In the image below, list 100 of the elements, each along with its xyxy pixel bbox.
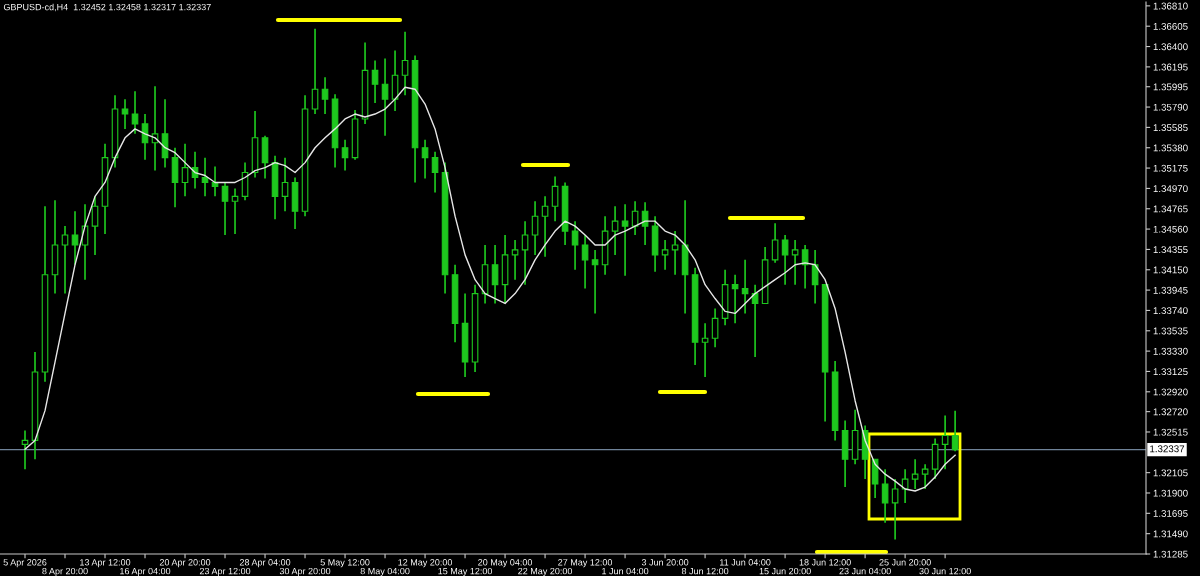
candlestick (621, 203, 629, 277)
x-tick-label: 27 May 12:00 (558, 559, 613, 568)
y-tick-label: 1.36195 (1153, 63, 1188, 71)
y-tick-label: 1.32105 (1153, 469, 1188, 477)
candlestick (921, 463, 929, 490)
candlestick (221, 181, 229, 236)
chart-title: GBPUSD-cd,H4 1.32452 1.32458 1.32317 1.32337 (3, 3, 211, 12)
y-tick-label: 1.31490 (1153, 530, 1188, 538)
y-tick-label: 1.31900 (1153, 489, 1188, 497)
y-tick-label: 1.34765 (1153, 205, 1188, 213)
candlestick (341, 138, 349, 172)
x-tick-label: 30 Jun 12:00 (919, 567, 971, 575)
candlestick (381, 57, 389, 137)
candlestick (731, 273, 739, 325)
candlestick (611, 205, 619, 256)
candlestick (781, 234, 789, 286)
x-tick-label: 3 Jun 20:00 (641, 559, 689, 566)
candlestick (581, 234, 589, 290)
x-tick-label: 28 Apr 04:00 (239, 559, 291, 568)
candlestick (711, 307, 719, 348)
candlestick (491, 244, 499, 305)
y-tick-label: 1.35175 (1153, 164, 1188, 172)
candlestick (591, 249, 599, 315)
candlestick (371, 59, 379, 104)
candlestick (231, 187, 239, 235)
x-tick-label: 20 May 04:00 (478, 559, 533, 568)
candlestick (421, 138, 429, 180)
candlestick (181, 142, 189, 198)
y-tick-label: 1.34355 (1153, 246, 1188, 254)
candlestick (311, 27, 319, 115)
y-tick-label: 1.36810 (1153, 2, 1188, 10)
candlestick (71, 210, 79, 266)
candlestick (791, 239, 799, 286)
y-tick-label: 1.35380 (1153, 144, 1188, 152)
x-tick-label: 15 Jun 20:00 (759, 567, 811, 575)
y-tick-label: 1.31285 (1153, 550, 1188, 558)
y-tick-label: 1.33740 (1153, 307, 1188, 315)
x-tick-label: 1 Jun 04:00 (602, 567, 649, 575)
candlestick (661, 239, 669, 271)
y-tick-label: 1.34560 (1153, 225, 1188, 233)
candlestick (541, 195, 549, 258)
x-tick-label: 25 Jun 20:00 (879, 559, 931, 566)
candlestick (521, 220, 529, 286)
x-tick-label: 8 Jun 12:00 (681, 567, 729, 575)
candlestick (531, 200, 539, 256)
y-tick-label: 1.34150 (1153, 266, 1188, 274)
y-tick-label: 1.36605 (1153, 22, 1188, 30)
candlestick (771, 222, 779, 264)
candlestick (401, 30, 409, 96)
candlestick (321, 76, 329, 115)
candlestick (891, 478, 899, 541)
candlestick (551, 175, 559, 222)
y-tick-label: 1.35995 (1153, 83, 1188, 91)
candlestick (941, 414, 949, 471)
x-tick-label: 23 Apr 12:00 (199, 567, 251, 576)
x-tick-label: 15 May 12:00 (438, 567, 493, 576)
x-tick-label: 18 Jun 12:00 (799, 559, 851, 566)
x-tick-label: 20 Apr 20:00 (159, 559, 211, 568)
y-tick-label: 1.35790 (1153, 103, 1188, 111)
x-tick-label: 8 May 04:00 (360, 567, 410, 576)
y-tick-label: 1.35585 (1153, 124, 1188, 132)
line-series (24, 86, 956, 492)
candlestick (281, 156, 289, 213)
ref-line-label: 1.32337 (1150, 445, 1185, 453)
candlestick (61, 225, 69, 295)
candlestick (901, 468, 909, 504)
candlestick (701, 322, 709, 378)
y-tick-label: 1.31695 (1153, 510, 1188, 517)
candlestick (951, 409, 959, 453)
y-tick-label: 1.32515 (1153, 428, 1188, 436)
y-tick-label: 1.33535 (1153, 327, 1188, 335)
y-tick-label: 1.33330 (1153, 347, 1188, 355)
candlestick (881, 468, 889, 524)
candlestick (511, 239, 519, 281)
candlestick (571, 220, 579, 271)
y-tick-label: 1.32920 (1153, 388, 1188, 396)
x-tick-label: 16 Apr 04:00 (120, 567, 171, 576)
candlestick (21, 429, 29, 471)
y-tick-label: 1.32720 (1153, 408, 1188, 416)
x-tick-label: 22 May 20:00 (518, 567, 573, 576)
y-tick-label: 1.33945 (1153, 286, 1188, 294)
candlestick (91, 195, 99, 256)
candlestick (671, 230, 679, 276)
candlestick (911, 458, 919, 490)
y-tick-label: 1.33125 (1153, 368, 1188, 376)
candlestick (741, 259, 749, 315)
x-tick-label: 12 May 20:00 (398, 559, 453, 568)
candlestick (201, 156, 209, 198)
x-tick-label: 11 Jun 04:00 (720, 559, 771, 566)
x-tick-label: 30 Apr 20:00 (279, 567, 331, 576)
x-tick-label: 5 May 12:00 (320, 559, 370, 568)
candlestick (431, 150, 439, 194)
x-tick-label: 13 Apr 12:00 (80, 559, 131, 568)
y-tick-label: 1.36400 (1153, 43, 1188, 51)
x-tick-label: 5 Apr 2026 (3, 559, 47, 568)
y-tick-label: 1.34970 (1153, 185, 1188, 193)
x-tick-label: 8 Apr 20:00 (42, 567, 88, 576)
candlestick (121, 98, 129, 130)
candlestick (131, 90, 139, 135)
x-tick-label: 23 Jun 04:00 (839, 567, 891, 575)
